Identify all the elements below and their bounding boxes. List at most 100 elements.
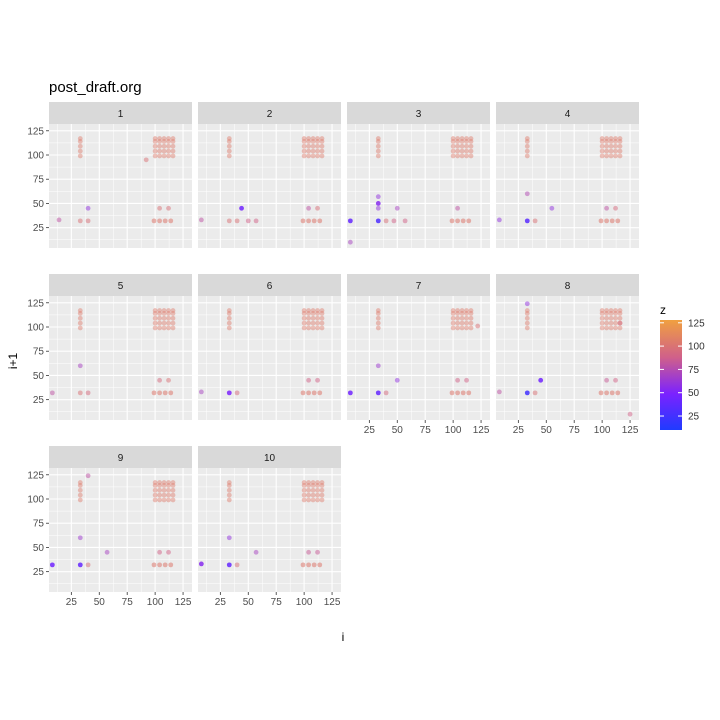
data-point [162,390,168,396]
data-point [234,218,240,224]
data-point [617,148,623,154]
data-point [306,487,312,493]
data-point [306,325,312,331]
data-point [524,301,530,307]
data-point [301,497,307,503]
data-point [300,390,306,396]
data-point [464,308,469,313]
data-point [77,143,83,149]
data-point [394,377,400,383]
gridlines [198,296,341,420]
y-tick-label: 75 [33,347,45,358]
data-point [599,139,605,144]
facet-panel-7: 7 25 50 75 100 125 [347,274,490,436]
data-point [253,549,259,555]
data-point [166,492,171,498]
data-point [301,148,307,154]
x-tick-label: 75 [569,425,581,436]
data-point [157,153,163,159]
data-point [319,315,325,321]
chart-title: post_draft.org [49,79,142,96]
data-point [170,480,176,485]
data-point [617,136,623,141]
x-tick-label: 125 [473,425,490,436]
data-point [375,363,381,369]
data-point [157,562,163,568]
data-point [166,148,171,154]
data-point [604,325,610,331]
data-point [104,549,110,555]
gridlines [198,124,341,248]
data-point [161,311,167,316]
points [496,301,633,417]
data-point [301,136,307,141]
facet-panel-3: 3 [347,102,490,248]
facet-strip-label: 1 [118,109,124,120]
data-point [170,311,176,316]
data-point [77,562,83,568]
data-point [152,487,158,493]
x-tick-label: 75 [420,425,432,436]
data-point [347,239,353,245]
data-point [617,308,623,313]
data-point [301,325,307,331]
data-point [608,308,614,313]
points [198,308,325,396]
data-point [464,143,469,149]
data-point [459,325,465,331]
data-point [311,218,317,224]
data-point [152,153,158,159]
gridlines [347,124,490,248]
data-point [524,153,530,159]
data-point [375,218,381,224]
data-point [168,562,174,568]
x-tick-label: 75 [271,597,283,608]
data-point [375,153,381,159]
data-point [460,390,466,396]
data-point [468,148,474,154]
data-point [226,148,232,154]
data-point [315,377,320,383]
x-tick-label: 100 [147,597,164,608]
data-point [375,194,381,200]
data-point [170,483,176,488]
data-point [375,205,381,211]
y-tick-label: 75 [33,175,45,186]
data-point [317,218,323,224]
data-point [375,315,381,321]
data-point [306,483,312,488]
data-point [168,218,174,224]
data-point [301,311,307,316]
data-point [319,311,325,316]
data-point [315,487,320,493]
data-point [315,311,320,316]
data-point [161,153,167,159]
data-point [170,143,176,149]
data-point [613,325,618,331]
data-point [455,308,461,313]
data-point [77,325,83,331]
data-point [455,139,461,144]
data-point [319,497,325,503]
data-point [306,143,312,149]
data-point [152,480,158,485]
data-point [85,205,91,211]
data-point [77,492,83,498]
data-point [524,148,530,154]
data-point [455,153,461,159]
data-point [226,315,232,321]
y-tick-label: 50 [33,543,45,554]
points [49,473,176,568]
data-point [226,320,232,326]
data-point [310,148,316,154]
facet-strip-label: 7 [416,281,422,292]
data-point [319,487,325,493]
data-point [166,136,171,141]
legend-tick-label: 50 [688,388,700,399]
x-axis-label: i [342,630,345,644]
data-point [306,153,312,159]
data-point [455,315,461,321]
data-point [315,492,320,498]
data-point [161,483,167,488]
facet-strip-label: 6 [267,281,273,292]
